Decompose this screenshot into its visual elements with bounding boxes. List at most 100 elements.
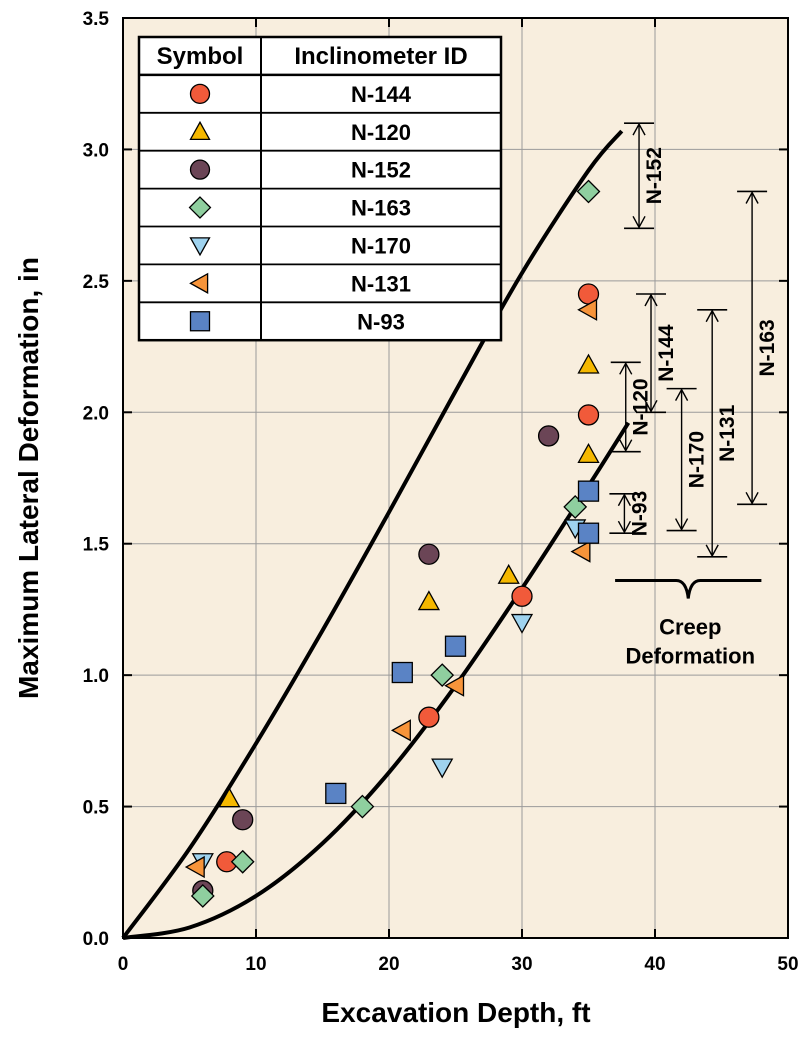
legend-label: N-170: [351, 233, 411, 258]
data-point-n-152: [418, 543, 440, 565]
legend-symbol-n-152: [189, 159, 211, 180]
data-point-n-120: [577, 353, 600, 374]
data-point-n-131: [570, 540, 591, 563]
creep-range-n-170: N-170: [666, 387, 709, 532]
legend-label: N-93: [357, 309, 405, 334]
data-point-n-120: [497, 563, 520, 584]
data-point-n-170: [510, 613, 534, 634]
creep-range-label: N-163: [756, 319, 779, 376]
range-arrow-bottom: [745, 491, 759, 505]
x-axis-title: Excavation Depth, ft: [321, 997, 590, 1028]
legend-label: N-144: [351, 82, 412, 107]
data-point-n-131: [577, 298, 598, 321]
data-point-n-163: [430, 663, 455, 688]
bound-curve: [121, 129, 624, 940]
y-tick-label: 3.0: [83, 140, 109, 161]
data-point-n-93: [391, 661, 413, 684]
range-arrow-top: [619, 361, 633, 375]
legend-label: N-152: [351, 158, 411, 183]
data-point-n-144: [418, 706, 440, 728]
legend-symbol-n-131: [189, 272, 209, 294]
legend-header-id: Inclinometer ID: [294, 43, 467, 70]
creep-range-n-93: N-93: [609, 491, 651, 537]
y-tick-label: 2.5: [83, 272, 110, 293]
range-arrow-top: [745, 191, 759, 204]
y-tick-label: 3.5: [83, 9, 110, 30]
range-arrow-top: [617, 493, 632, 507]
legend-label: N-163: [351, 196, 411, 221]
creep-label-line1: Creep: [659, 615, 721, 640]
legend: Symbol Inclinometer ID N-144 N-120 N-152 N-16…: [137, 35, 503, 342]
creep-range-label: N-170: [686, 431, 709, 488]
data-point-n-131: [390, 719, 411, 742]
range-arrow-bottom: [705, 544, 719, 558]
data-point-n-163: [576, 179, 601, 204]
legend-label: N-120: [351, 120, 411, 145]
y-axis-title: Maximum Lateral Deformation, in: [13, 257, 44, 699]
legend-label: N-131: [351, 271, 411, 296]
legend-symbol-n-144: [189, 83, 211, 104]
legend-symbol-n-120: [189, 120, 211, 141]
data-point-n-144: [511, 585, 533, 607]
x-tick-label: 50: [777, 954, 798, 975]
x-tick-label: 0: [118, 954, 129, 975]
creep-range-label: N-93: [628, 491, 651, 537]
data-point-n-131: [184, 855, 205, 879]
creep-label-line2: Deformation: [625, 644, 755, 669]
axis-ticks: 0 10 20 30 40 50 0.0 0.5 1.0 1.5 2.0 2.5 3.0 3.5: [83, 9, 799, 975]
creep-range-n-120: N-120: [610, 361, 653, 453]
data-point-n-93: [577, 522, 600, 544]
creep-range-label: N-152: [643, 147, 666, 204]
y-tick-label: 1.5: [83, 535, 110, 556]
range-arrow-bottom: [619, 439, 633, 453]
creep-range-n-144: N-144: [636, 293, 678, 414]
range-arrow-bottom: [644, 399, 658, 413]
data-point-n-163: [230, 849, 255, 874]
bound-curves: [121, 129, 631, 940]
creep-range-n-163: N-163: [737, 190, 779, 506]
range-arrow-bottom: [617, 520, 632, 534]
data-point-n-93: [444, 635, 467, 657]
y-tick-label: 0.0: [83, 929, 109, 950]
legend-header-symbol: Symbol: [157, 43, 244, 70]
data-points: [184, 179, 601, 908]
x-tick-label: 30: [511, 954, 532, 975]
data-point-n-163: [350, 794, 375, 819]
x-tick-label: 10: [245, 954, 266, 975]
range-arrow-bottom: [674, 518, 689, 532]
data-point-n-120: [417, 590, 441, 611]
data-point-n-152: [537, 425, 560, 447]
x-tick-label: 40: [644, 954, 665, 975]
creep-range-n-152: N-152: [624, 122, 666, 230]
range-arrow-top: [632, 122, 646, 136]
x-tick-label: 20: [378, 954, 399, 975]
data-point-n-170: [431, 758, 454, 779]
range-arrow-bottom: [632, 215, 646, 229]
creep-range-n-131: N-131: [697, 308, 739, 558]
y-tick-label: 1.0: [83, 666, 109, 687]
range-arrow-top: [674, 388, 689, 401]
data-point-n-163: [190, 884, 215, 908]
range-arrow-top: [644, 293, 658, 307]
y-tick-label: 2.0: [83, 403, 109, 424]
creep-range-label: N-120: [630, 378, 653, 435]
data-point-n-120: [218, 787, 241, 808]
data-point-n-93: [577, 480, 600, 502]
data-point-n-131: [444, 674, 465, 697]
data-point-n-144: [577, 404, 600, 426]
data-point-n-120: [577, 443, 600, 463]
bound-curve: [122, 421, 631, 940]
creep-range-label: N-144: [655, 324, 678, 382]
data-point-n-93: [325, 782, 347, 805]
legend-symbol-n-170: [189, 237, 211, 257]
range-arrow-top: [705, 309, 719, 323]
creep-range-label: N-131: [716, 404, 739, 462]
legend-symbol-n-163: [188, 196, 212, 219]
y-tick-label: 0.5: [83, 798, 110, 819]
creep-brace: [615, 579, 762, 599]
data-point-n-152: [232, 809, 254, 831]
creep-annotation: Creep Deformation: [615, 579, 762, 669]
legend-symbol-n-93: [189, 311, 211, 332]
